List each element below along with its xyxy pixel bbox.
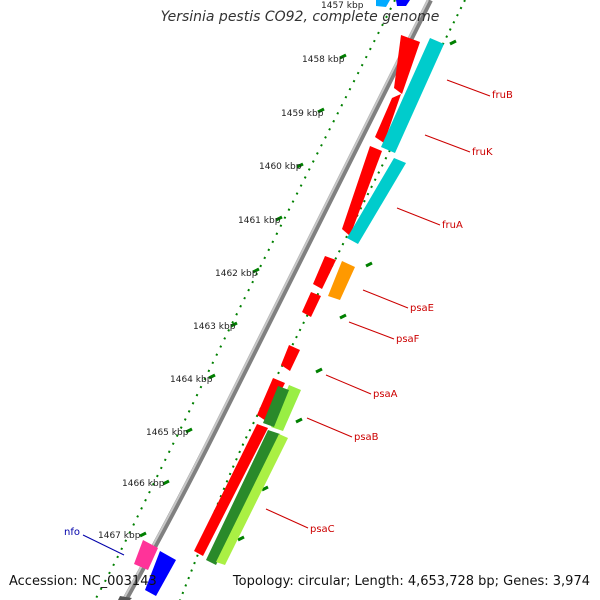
genome-summary: Topology: circular; Length: 4,653,728 bp… xyxy=(232,574,590,589)
gene-label-psaA[interactable]: psaA xyxy=(373,389,398,400)
red-feature xyxy=(394,35,420,94)
gene-leader-lines xyxy=(82,79,491,556)
position-label: 1457 kbp xyxy=(321,1,364,11)
blue-feature xyxy=(145,551,176,596)
position-label: 1460 kbp xyxy=(259,162,302,172)
position-label: 1461 kbp xyxy=(238,216,281,226)
blue-feature xyxy=(376,0,390,7)
red-feature xyxy=(302,292,321,317)
gene-label-fruA[interactable]: fruA xyxy=(442,220,463,231)
lime-feature xyxy=(216,434,288,565)
other-strand-features xyxy=(118,0,444,600)
position-label: 1462 kbp xyxy=(215,269,258,279)
gene-label-psaF[interactable]: psaF xyxy=(396,334,420,345)
position-label: 1458 kbp xyxy=(302,55,345,65)
genome-backbone xyxy=(122,0,433,600)
blue-feature xyxy=(396,0,410,6)
orange-feature xyxy=(328,261,355,300)
major-ticks xyxy=(139,53,347,538)
position-label: 1459 kbp xyxy=(281,109,324,119)
position-label: 1467 kbp xyxy=(98,531,141,541)
position-labels: 1457 kbp 1458 kbp 1459 kbp 1460 kbp 1461 kbp… xyxy=(98,1,364,541)
outer-ticks xyxy=(237,39,457,542)
genome-title: Yersinia pestis CO92, complete genome xyxy=(160,9,440,25)
position-label: 1465 kbp xyxy=(146,428,189,438)
dark-feature xyxy=(118,596,132,600)
red-feature xyxy=(194,424,268,556)
cyan-feature xyxy=(381,38,444,153)
red-feature xyxy=(342,146,382,236)
gene-label-fruK[interactable]: fruK xyxy=(472,147,493,158)
accession-label: Accession: NC_003143 xyxy=(9,574,157,589)
position-label: 1463 kbp xyxy=(193,322,236,332)
red-feature xyxy=(313,256,336,289)
gene-label-psaC[interactable]: psaC xyxy=(310,524,335,535)
gene-label-psaE[interactable]: psaE xyxy=(410,303,434,314)
gene-labels: fruB fruK fruA psaE psaF psaA psaB psaC nfo xyxy=(64,90,513,538)
red-gene-features xyxy=(194,35,420,556)
pink-feature xyxy=(134,540,158,570)
green-feature xyxy=(206,430,280,565)
genome-backbone-highlight xyxy=(122,0,429,600)
position-label: 1466 kbp xyxy=(122,479,165,489)
red-feature xyxy=(281,345,300,371)
gene-label-psaB[interactable]: psaB xyxy=(354,432,379,443)
cyan-feature xyxy=(347,158,406,244)
lime-feature xyxy=(271,385,301,431)
position-label: 1464 kbp xyxy=(170,375,213,385)
gene-label-nfo[interactable]: nfo xyxy=(64,527,80,538)
green-feature xyxy=(263,386,289,427)
gene-label-fruB[interactable]: fruB xyxy=(492,90,513,101)
red-feature xyxy=(375,94,401,143)
